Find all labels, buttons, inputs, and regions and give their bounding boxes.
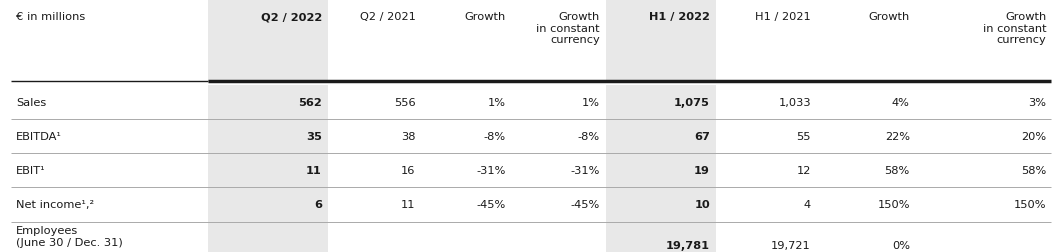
- Text: 1,033: 1,033: [778, 98, 811, 108]
- Text: Growth
in constant
currency: Growth in constant currency: [536, 12, 600, 46]
- Text: 4%: 4%: [892, 98, 910, 108]
- Text: -8%: -8%: [484, 132, 506, 142]
- Text: 67: 67: [695, 132, 710, 142]
- Text: 12: 12: [796, 166, 811, 176]
- Text: 0%: 0%: [892, 241, 910, 251]
- Text: 4: 4: [804, 200, 811, 210]
- Text: H1 / 2022: H1 / 2022: [649, 12, 710, 22]
- Text: -45%: -45%: [477, 200, 506, 210]
- Bar: [208, 222, 328, 252]
- Text: 19,721: 19,721: [771, 241, 811, 251]
- Text: € in millions: € in millions: [16, 12, 85, 22]
- Text: 562: 562: [298, 98, 322, 108]
- Bar: [208, 153, 328, 188]
- Text: -45%: -45%: [570, 200, 600, 210]
- Bar: [208, 119, 328, 154]
- Text: 19,781: 19,781: [666, 241, 710, 251]
- Bar: [606, 0, 716, 81]
- Bar: [606, 119, 716, 154]
- Bar: [606, 222, 716, 252]
- Text: 22%: 22%: [885, 132, 910, 142]
- Text: Growth: Growth: [869, 12, 910, 22]
- Text: 6: 6: [313, 200, 322, 210]
- Bar: [606, 85, 716, 120]
- Text: 556: 556: [394, 98, 415, 108]
- Text: 20%: 20%: [1021, 132, 1046, 142]
- Text: 150%: 150%: [877, 200, 910, 210]
- Text: 55: 55: [796, 132, 811, 142]
- Text: -31%: -31%: [570, 166, 600, 176]
- Text: H1 / 2021: H1 / 2021: [755, 12, 811, 22]
- Text: 10: 10: [695, 200, 710, 210]
- Text: 35: 35: [306, 132, 322, 142]
- Text: -31%: -31%: [477, 166, 506, 176]
- Text: 1%: 1%: [489, 98, 506, 108]
- Bar: [208, 0, 328, 81]
- Text: 19: 19: [695, 166, 710, 176]
- Text: 11: 11: [401, 200, 415, 210]
- Text: 11: 11: [306, 166, 322, 176]
- Bar: [208, 85, 328, 120]
- Text: 1%: 1%: [582, 98, 600, 108]
- Text: 38: 38: [401, 132, 415, 142]
- Text: 58%: 58%: [1021, 166, 1046, 176]
- Text: EBITDA¹: EBITDA¹: [16, 132, 62, 142]
- Text: Q2 / 2022: Q2 / 2022: [260, 12, 322, 22]
- Bar: [606, 187, 716, 222]
- Text: Sales: Sales: [16, 98, 46, 108]
- Bar: [606, 153, 716, 188]
- Text: Q2 / 2021: Q2 / 2021: [360, 12, 415, 22]
- Text: 3%: 3%: [1028, 98, 1046, 108]
- Text: 150%: 150%: [1013, 200, 1046, 210]
- Text: Net income¹,²: Net income¹,²: [16, 200, 93, 210]
- Text: 16: 16: [401, 166, 415, 176]
- Text: EBIT¹: EBIT¹: [16, 166, 46, 176]
- Text: 58%: 58%: [885, 166, 910, 176]
- Text: Growth
in constant
currency: Growth in constant currency: [982, 12, 1046, 46]
- Text: -8%: -8%: [578, 132, 600, 142]
- Bar: [208, 187, 328, 222]
- Text: 1,075: 1,075: [674, 98, 710, 108]
- Text: Employees
(June 30 / Dec. 31): Employees (June 30 / Dec. 31): [16, 226, 122, 248]
- Text: Growth: Growth: [465, 12, 506, 22]
